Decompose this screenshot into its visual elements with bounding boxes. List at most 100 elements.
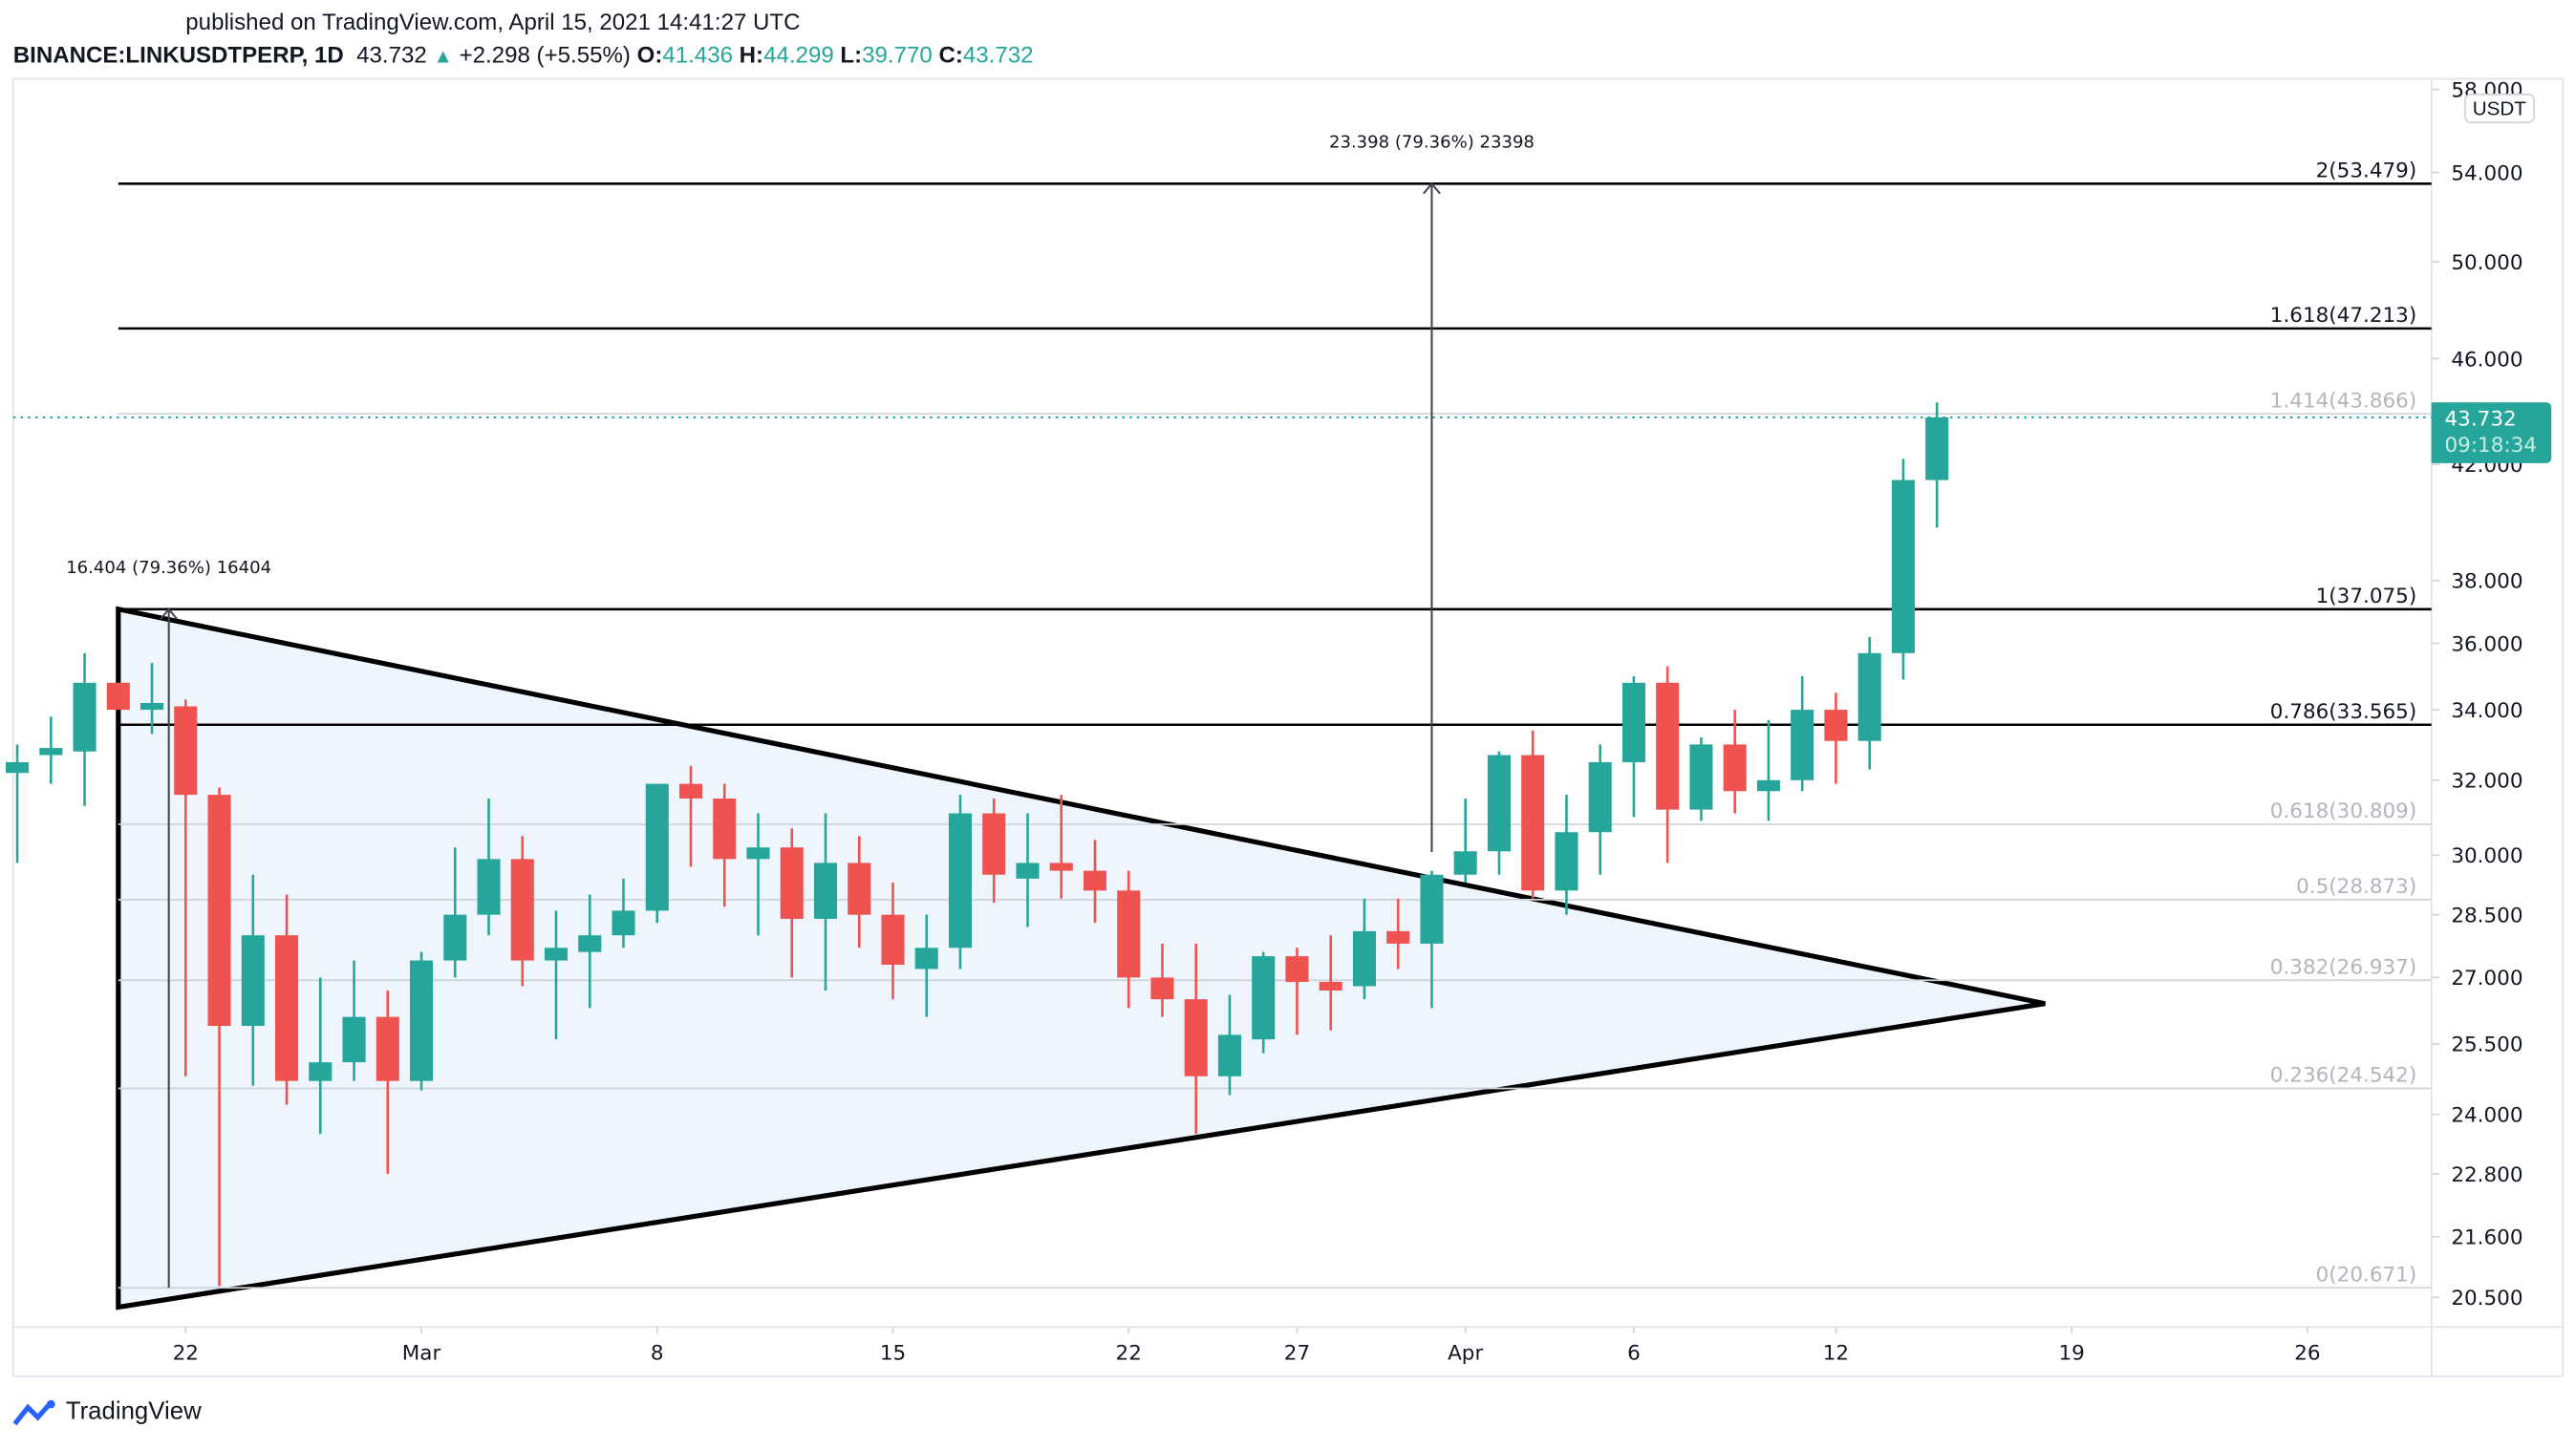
price-tick-label: 28.500 [2451, 904, 2522, 927]
symmetrical-triangle [116, 606, 2046, 1310]
logo-text: TradingView [65, 1397, 202, 1426]
candle-body [1857, 652, 1881, 741]
price-change: +2.298 (+5.55%) [459, 40, 631, 68]
price-tick-label: 30.000 [2451, 844, 2522, 868]
fib-level-label: 1.414(43.866) [2270, 389, 2416, 413]
candle-body [1217, 1034, 1242, 1076]
candle-body [274, 935, 299, 1081]
candle-body [1521, 755, 1545, 891]
candle [1252, 951, 1276, 1054]
candle-body [1588, 761, 1612, 833]
fib-level-label: 0(20.671) [2316, 1263, 2417, 1287]
symbol-legend: BINANCE:LINKUSDTPERP, 1D 43.732 ▲ +2.298… [13, 41, 1034, 68]
low-label: L: [840, 40, 863, 68]
low-value: 39.770 [862, 40, 933, 68]
current-price-tag: 43.732 09:18:34 [2431, 402, 2552, 463]
candle-body [544, 948, 569, 961]
candle-body [1184, 999, 1208, 1076]
candle [1117, 870, 1141, 1009]
candle-body [612, 910, 635, 936]
price-tick-label: 36.000 [2451, 632, 2522, 656]
open-label: O: [636, 40, 663, 68]
candle [1756, 719, 1780, 821]
candle [1723, 710, 1747, 814]
candle-body [510, 859, 534, 961]
candle [982, 798, 1006, 903]
candle-body [678, 783, 703, 799]
candle-body [948, 813, 973, 948]
price-tick-label: 25.500 [2451, 1033, 2522, 1057]
candle [1857, 636, 1881, 770]
candle-body [1689, 744, 1713, 810]
candle [1083, 840, 1107, 924]
candle-body [1925, 417, 1949, 480]
fib-level-label: 0.382(26.937) [2270, 955, 2416, 979]
candle-body [1891, 479, 1915, 653]
candle-body [1117, 890, 1141, 978]
candle-body [1453, 851, 1477, 875]
candle [848, 836, 871, 948]
arrow-up-icon [160, 607, 179, 620]
measure-label: 23.398 (79.36%) 23398 [1329, 132, 1535, 152]
candle [1285, 948, 1309, 1035]
time-tick-label: Mar [402, 1342, 441, 1366]
candle [1217, 994, 1242, 1096]
candle-body [342, 1016, 366, 1063]
candle [948, 795, 973, 970]
candle-body [1150, 977, 1174, 1000]
candle-body [409, 960, 434, 1081]
candle-body [578, 935, 602, 952]
fib-level-label: 0.236(24.542) [2270, 1064, 2416, 1088]
high-value: 44.299 [763, 40, 834, 68]
candle-body [1016, 863, 1040, 879]
candle-body [813, 863, 838, 919]
symbol-name[interactable]: BINANCE:LINKUSDTPERP, 1D [12, 40, 344, 68]
candle [1521, 730, 1545, 899]
time-tick-label: 6 [1627, 1342, 1641, 1366]
candle-body [1824, 710, 1848, 741]
candle-body [645, 783, 669, 911]
currency-badge[interactable]: USDT [2464, 94, 2535, 123]
measure-label: 16.404 (79.36%) 16404 [66, 558, 271, 578]
published-caption: published on TradingView.com, April 15, … [185, 8, 801, 35]
time-tick-label: 27 [1284, 1342, 1310, 1366]
price-tick-label: 46.000 [2451, 348, 2522, 372]
tradingview-logo[interactable]: TradingView [12, 1397, 202, 1426]
candle [1386, 898, 1410, 970]
candle [713, 783, 737, 907]
price-tick-label: 32.000 [2451, 770, 2522, 794]
candle [1689, 737, 1713, 821]
candle-body [106, 682, 130, 711]
candle [1319, 935, 1342, 1031]
candle [6, 744, 30, 863]
fib-level-label: 0.786(33.565) [2270, 700, 2416, 724]
candle [274, 894, 299, 1105]
price-tick-label: 50.000 [2451, 251, 2522, 275]
candle-body [881, 914, 905, 965]
candle [207, 787, 231, 1287]
time-tick-label: 22 [1116, 1342, 1142, 1366]
candle-body [713, 798, 737, 860]
chart-frame [11, 77, 2565, 1377]
fib-level-label: 1(37.075) [2316, 585, 2417, 608]
candle [1656, 666, 1680, 863]
candle-body [376, 1016, 399, 1081]
candle-body [309, 1062, 333, 1081]
candle [612, 878, 635, 948]
candle [477, 798, 501, 936]
fib-level-label: 1.618(47.213) [2270, 304, 2416, 328]
candle-body [1352, 930, 1376, 987]
candle-body [1049, 863, 1073, 871]
candle-body [443, 914, 467, 961]
candle [1791, 675, 1814, 792]
close-label: C: [938, 40, 963, 68]
candle [39, 716, 63, 784]
tradingview-logo-icon [12, 1398, 55, 1425]
candle-body [914, 948, 938, 970]
price-tick-label: 24.000 [2451, 1103, 2522, 1127]
candle [678, 765, 703, 867]
time-tick-label: Apr [1448, 1342, 1483, 1366]
candle-body [39, 748, 63, 756]
